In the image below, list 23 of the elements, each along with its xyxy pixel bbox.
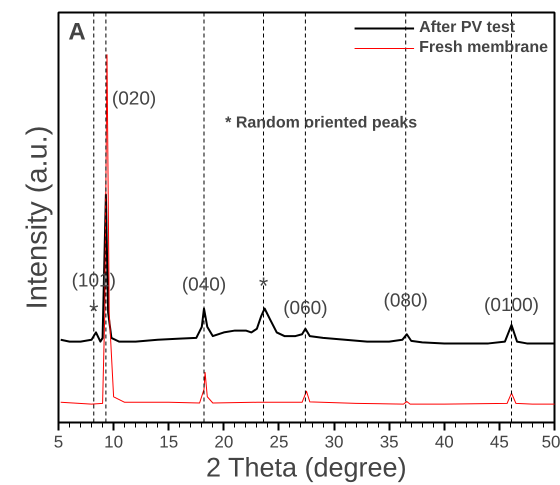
annotation: *: [258, 272, 268, 300]
x-tick-label: 45: [490, 432, 509, 452]
annotation: (020): [112, 88, 156, 110]
annotation: (080): [384, 290, 428, 312]
annotation: * Random oriented peaks: [225, 114, 418, 132]
legend-label: Fresh membrane: [419, 39, 548, 57]
annotation: (060): [283, 298, 328, 320]
annotation: (0100): [484, 295, 539, 316]
text: A: [68, 18, 86, 46]
x-tick-label: 30: [324, 432, 344, 452]
x-tick-label: 5: [54, 432, 64, 452]
x-axis-title: 2 Theta (degree): [206, 452, 407, 482]
annotation: *: [89, 298, 98, 326]
x-tick-label: 25: [269, 432, 288, 452]
x-tick-label: 35: [380, 432, 399, 452]
legend-label: After PV test: [419, 19, 516, 37]
x-tick-label: 40: [434, 432, 454, 452]
y-axis-title: Intensity (a.u.): [22, 126, 54, 310]
annotation: (040): [182, 274, 226, 296]
x-tick-label: 20: [214, 432, 234, 452]
x-tick-label: 15: [159, 432, 178, 452]
x-tick-label: 10: [104, 432, 124, 452]
x-tick-label: 50: [542, 432, 560, 452]
